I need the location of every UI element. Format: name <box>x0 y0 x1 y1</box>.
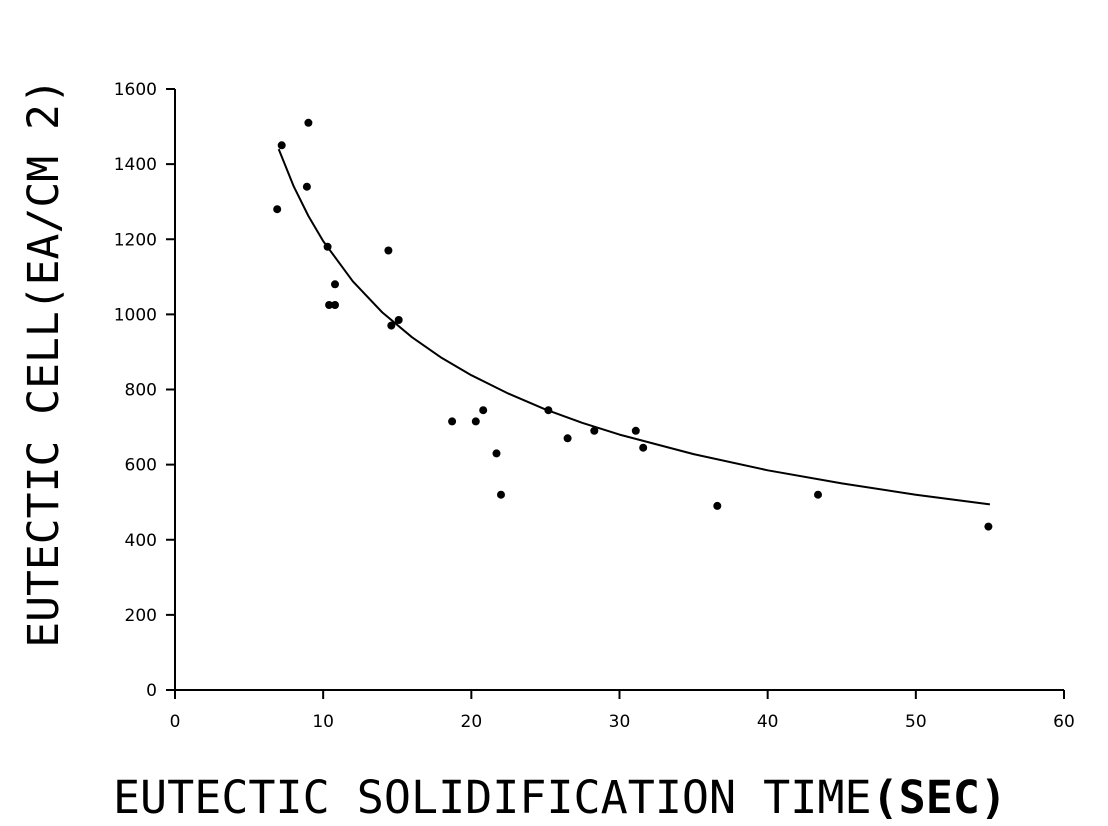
y-tick-label: 1400 <box>114 155 157 175</box>
y-tick-label: 800 <box>125 381 157 401</box>
data-point <box>325 301 334 309</box>
x-axis-ticks: 0 10 20 30 40 50 60 <box>170 690 1075 732</box>
data-point <box>984 522 993 531</box>
y-tick-label: 1000 <box>114 305 157 325</box>
data-point <box>492 449 501 458</box>
data-point <box>323 242 332 251</box>
x-tick-label: 40 <box>757 712 779 732</box>
x-axis-title-unit: (SEC) <box>872 771 1007 824</box>
y-tick-label: 1600 <box>114 80 157 100</box>
data-point <box>302 182 311 191</box>
y-tick-label: 400 <box>125 531 157 551</box>
x-axis-title-text: EUTECTIC SOLIDIFICATION TIME <box>113 771 872 824</box>
data-points-layer <box>273 118 993 531</box>
y-axis-title: EUTECTIC CELL(EA/CM 2) <box>19 78 69 648</box>
x-tick-label: 30 <box>609 712 631 732</box>
data-point <box>273 205 282 214</box>
y-tick-label: 0 <box>146 681 157 701</box>
fit-curve <box>277 148 991 506</box>
data-point <box>639 443 648 452</box>
data-point <box>497 490 505 499</box>
fit-curve-layer <box>277 148 991 506</box>
data-point <box>590 426 599 435</box>
x-tick-label: 20 <box>461 712 483 732</box>
data-point <box>631 426 640 435</box>
data-point <box>304 118 313 127</box>
data-point <box>384 246 393 255</box>
data-point <box>331 280 339 289</box>
x-tick-label: 50 <box>905 712 927 732</box>
data-point <box>448 417 457 426</box>
data-point <box>563 434 572 443</box>
chart-axes <box>174 89 1064 691</box>
data-point <box>814 490 822 499</box>
data-point <box>544 406 553 415</box>
data-point <box>471 417 480 426</box>
data-point <box>277 141 286 150</box>
y-tick-label: 1200 <box>114 230 157 250</box>
data-point <box>394 316 403 324</box>
y-tick-label: 200 <box>125 606 157 626</box>
y-axis-ticks: 0 200 400 600 800 1000 1200 1400 1600 <box>114 80 175 701</box>
y-tick-label: 600 <box>125 456 157 476</box>
data-point <box>713 501 722 510</box>
data-point <box>387 321 396 330</box>
data-point <box>479 406 488 415</box>
x-tick-label: 0 <box>170 712 181 732</box>
x-tick-label: 60 <box>1053 712 1075 732</box>
x-tick-label: 10 <box>312 712 334 732</box>
data-point <box>331 301 339 309</box>
x-axis-title: EUTECTIC SOLIDIFICATION TIME(SEC) <box>113 771 1007 824</box>
